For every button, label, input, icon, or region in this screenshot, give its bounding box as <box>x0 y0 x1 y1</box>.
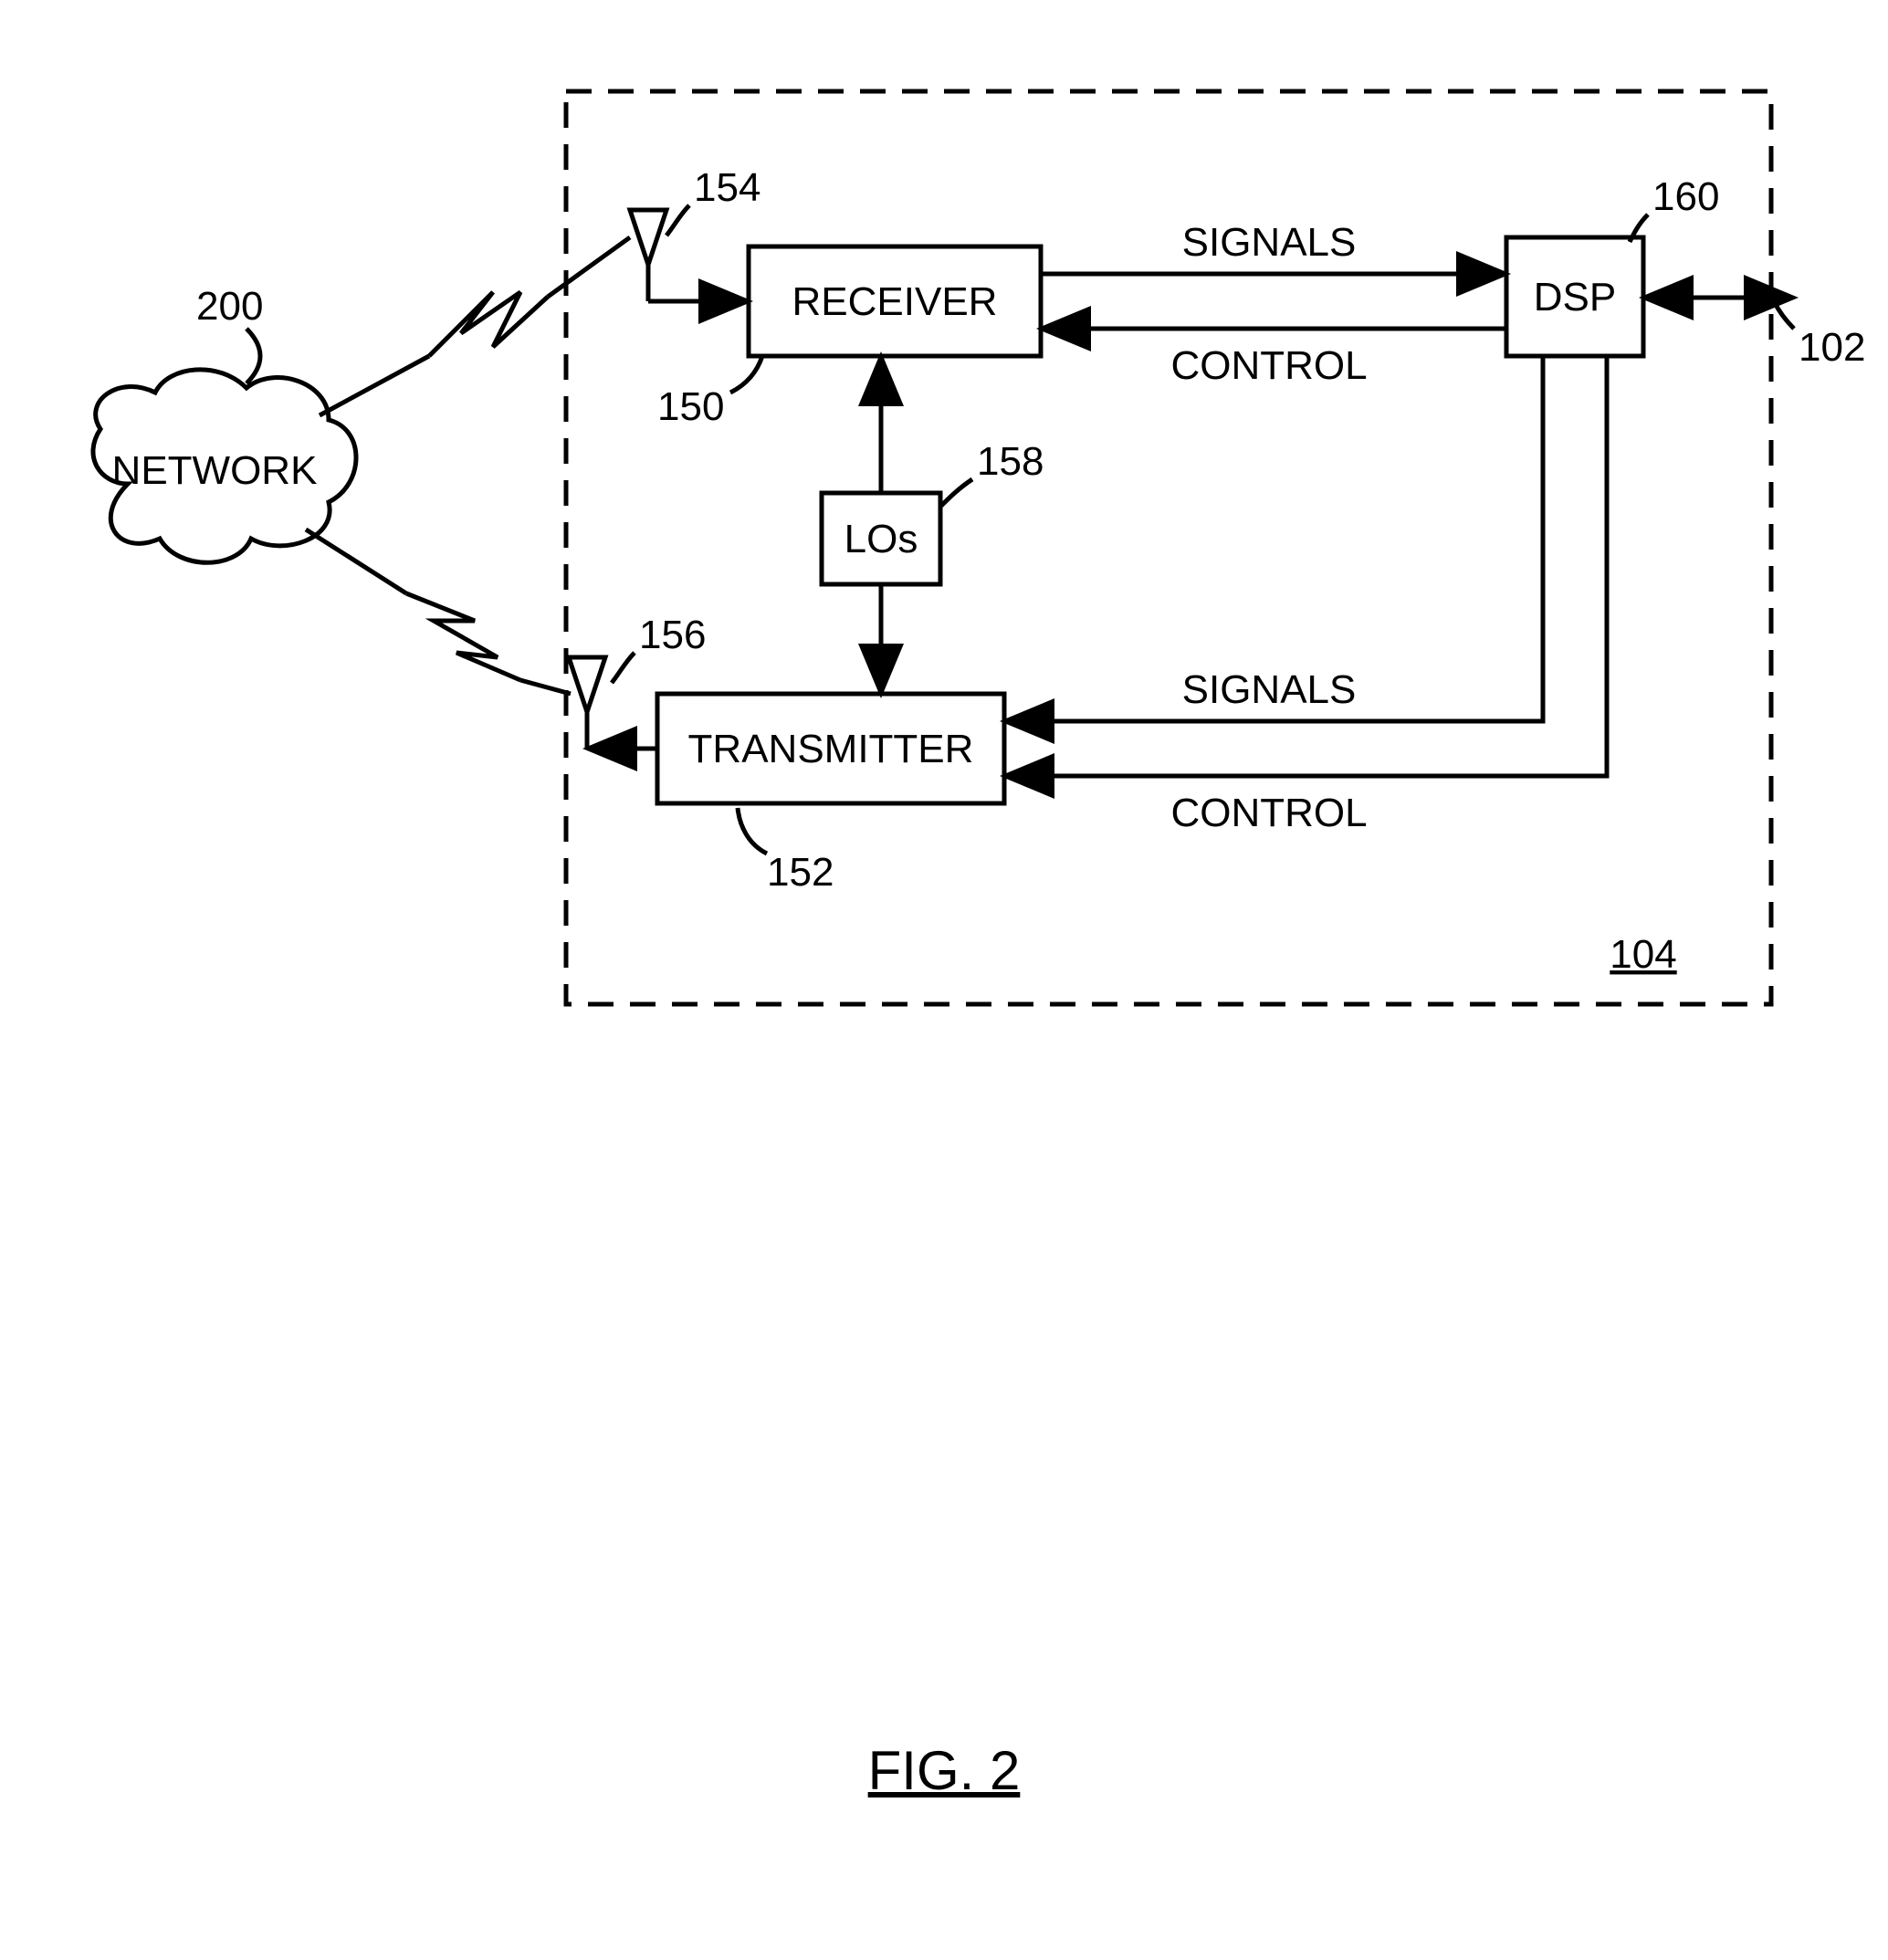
dsp-label: DSP <box>1534 275 1616 320</box>
diagram-canvas: 104 NETWORK 200 RECEIVER 150 TRANSMITTER… <box>0 0 1888 1960</box>
edge-dsp-receiver-control-label: CONTROL <box>1170 343 1367 388</box>
edge-dsp-transmitter-control-label: CONTROL <box>1170 791 1367 835</box>
figure-label: FIG. 2 <box>868 1740 1021 1801</box>
lightning-tx-icon <box>306 529 571 694</box>
rx-antenna-ref-leader <box>666 205 689 236</box>
network-label: NETWORK <box>112 448 318 493</box>
los-label: LOs <box>844 517 918 561</box>
edge-dsp-transmitter-control <box>1009 356 1607 776</box>
receiver-ref: 150 <box>657 384 724 429</box>
los-ref-leader <box>940 479 972 507</box>
edge-receiver-dsp-signals-label: SIGNALS <box>1182 220 1357 265</box>
los-ref: 158 <box>977 439 1044 484</box>
transmitter-label: TRANSMITTER <box>688 727 974 771</box>
edge-dsp-transmitter-signals-label: SIGNALS <box>1182 667 1357 712</box>
rx-antenna-icon <box>630 210 666 301</box>
network-ref: 200 <box>196 284 263 329</box>
receiver-label: RECEIVER <box>792 279 998 324</box>
external-ref: 102 <box>1799 325 1865 370</box>
network-cloud: NETWORK <box>93 370 356 562</box>
tx-antenna-icon <box>569 657 605 749</box>
lightning-rx-icon <box>320 237 630 415</box>
tx-antenna-ref-leader <box>612 653 635 683</box>
module-ref: 104 <box>1610 932 1676 977</box>
external-ref-leader <box>1774 301 1794 329</box>
edge-dsp-transmitter-signals <box>1009 356 1543 721</box>
rx-antenna-ref: 154 <box>694 165 760 210</box>
transmitter-ref: 152 <box>767 850 834 895</box>
receiver-ref-leader <box>730 356 762 393</box>
transmitter-ref-leader <box>738 808 767 854</box>
module-boundary <box>566 91 1771 1004</box>
tx-antenna-ref: 156 <box>639 613 706 657</box>
network-ref-leader <box>246 329 260 383</box>
dsp-ref: 160 <box>1652 174 1719 219</box>
